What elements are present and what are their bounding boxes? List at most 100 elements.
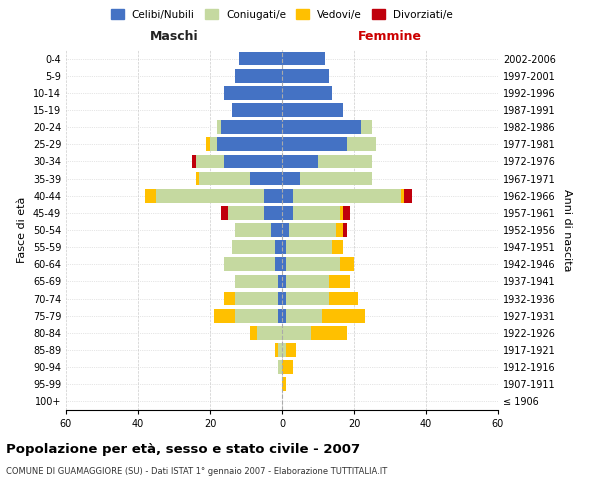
Bar bbox=[224, 292, 282, 306]
Bar bbox=[156, 189, 282, 202]
Bar bbox=[282, 172, 372, 185]
Bar bbox=[250, 326, 282, 340]
Bar bbox=[282, 154, 372, 168]
Bar bbox=[235, 309, 282, 322]
Bar bbox=[278, 292, 282, 306]
Bar bbox=[145, 189, 282, 202]
Bar bbox=[282, 309, 322, 322]
Bar bbox=[282, 103, 343, 117]
Bar bbox=[282, 86, 332, 100]
Bar bbox=[282, 189, 401, 202]
Bar bbox=[282, 223, 289, 237]
Bar bbox=[282, 292, 329, 306]
Bar bbox=[278, 343, 282, 357]
Bar bbox=[192, 154, 282, 168]
Bar bbox=[282, 292, 358, 306]
Bar bbox=[214, 309, 282, 322]
Bar bbox=[228, 206, 282, 220]
Bar bbox=[235, 292, 282, 306]
Bar bbox=[221, 206, 282, 220]
Bar bbox=[232, 103, 282, 117]
Bar bbox=[282, 223, 343, 237]
Bar bbox=[282, 309, 286, 322]
Bar bbox=[224, 154, 282, 168]
Bar bbox=[282, 378, 286, 391]
Bar bbox=[275, 258, 282, 271]
Bar bbox=[196, 154, 282, 168]
Bar bbox=[217, 120, 282, 134]
Bar bbox=[196, 172, 282, 185]
Bar bbox=[282, 189, 412, 202]
Bar bbox=[278, 360, 282, 374]
Bar bbox=[232, 103, 282, 117]
Bar bbox=[282, 343, 286, 357]
Bar bbox=[145, 189, 282, 202]
Bar bbox=[235, 69, 282, 82]
Bar bbox=[282, 258, 340, 271]
Bar bbox=[235, 223, 282, 237]
Bar bbox=[282, 52, 325, 66]
Bar bbox=[282, 154, 372, 168]
Bar bbox=[282, 360, 293, 374]
Bar bbox=[282, 138, 347, 151]
Legend: Celibi/Nubili, Coniugati/e, Vedovi/e, Divorziati/e: Celibi/Nubili, Coniugati/e, Vedovi/e, Di… bbox=[107, 5, 457, 24]
Bar bbox=[206, 138, 282, 151]
Bar bbox=[282, 69, 329, 82]
Bar bbox=[282, 360, 293, 374]
Bar bbox=[282, 258, 354, 271]
Bar bbox=[282, 86, 332, 100]
Bar bbox=[224, 86, 282, 100]
Y-axis label: Anni di nascita: Anni di nascita bbox=[562, 188, 572, 271]
Bar bbox=[239, 52, 282, 66]
Bar bbox=[282, 138, 376, 151]
Bar bbox=[282, 172, 372, 185]
Bar bbox=[278, 360, 282, 374]
Bar bbox=[282, 378, 286, 391]
Bar bbox=[282, 240, 286, 254]
Bar bbox=[224, 258, 282, 271]
Bar bbox=[282, 52, 325, 66]
Bar bbox=[282, 138, 376, 151]
Bar bbox=[232, 103, 282, 117]
Bar bbox=[278, 360, 282, 374]
Bar bbox=[235, 223, 282, 237]
Bar bbox=[217, 120, 282, 134]
Bar bbox=[217, 120, 282, 134]
Text: Femmine: Femmine bbox=[358, 30, 422, 43]
Bar bbox=[282, 69, 329, 82]
Bar bbox=[264, 206, 282, 220]
Bar bbox=[235, 69, 282, 82]
Bar bbox=[282, 274, 329, 288]
Bar bbox=[239, 52, 282, 66]
Bar bbox=[282, 223, 336, 237]
Bar bbox=[196, 154, 282, 168]
Bar bbox=[282, 86, 332, 100]
Bar bbox=[282, 326, 347, 340]
Bar bbox=[235, 69, 282, 82]
Bar bbox=[221, 120, 282, 134]
Bar bbox=[282, 189, 404, 202]
Bar bbox=[210, 138, 282, 151]
Bar bbox=[282, 206, 340, 220]
Bar bbox=[282, 292, 286, 306]
Bar bbox=[250, 172, 282, 185]
Bar bbox=[282, 103, 343, 117]
Bar bbox=[282, 120, 372, 134]
Bar bbox=[282, 309, 365, 322]
Bar bbox=[282, 206, 293, 220]
Bar bbox=[282, 69, 329, 82]
Bar bbox=[282, 343, 296, 357]
Bar bbox=[282, 189, 293, 202]
Bar bbox=[282, 326, 347, 340]
Bar bbox=[282, 120, 361, 134]
Bar bbox=[235, 69, 282, 82]
Bar bbox=[235, 274, 282, 288]
Bar bbox=[199, 172, 282, 185]
Bar bbox=[282, 240, 332, 254]
Bar bbox=[217, 138, 282, 151]
Bar bbox=[239, 52, 282, 66]
Bar bbox=[235, 274, 282, 288]
Text: Popolazione per età, sesso e stato civile - 2007: Popolazione per età, sesso e stato civil… bbox=[6, 442, 360, 456]
Bar bbox=[235, 274, 282, 288]
Bar bbox=[275, 343, 282, 357]
